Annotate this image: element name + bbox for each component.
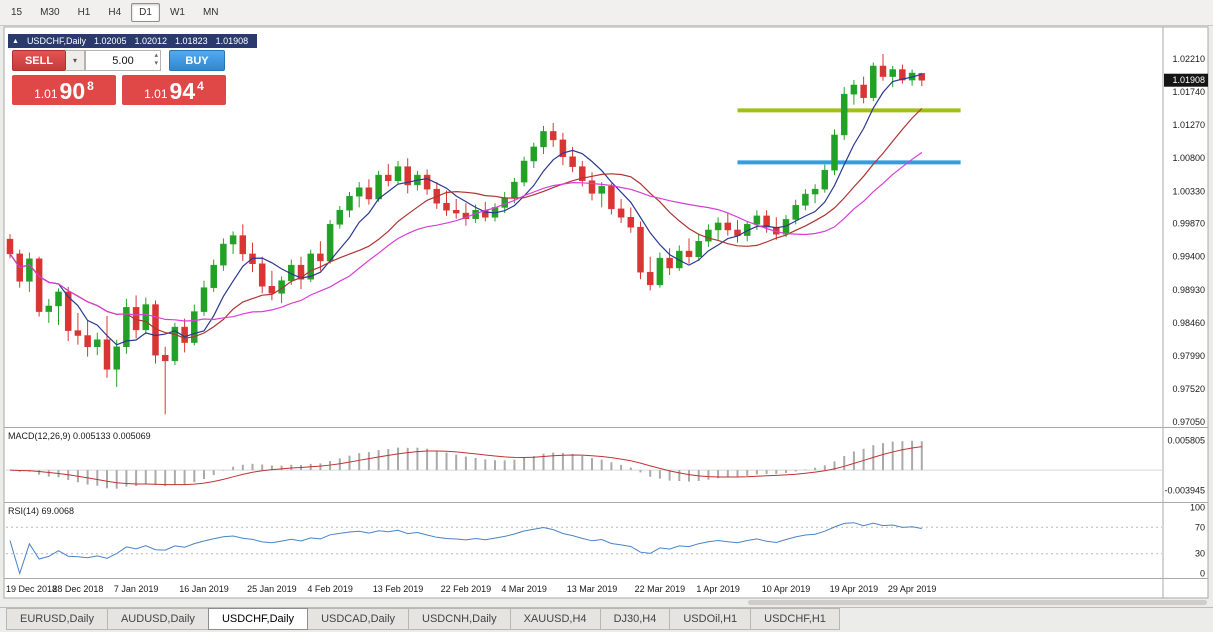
volume-value: 5.00 bbox=[112, 54, 134, 67]
date-axis-label: 22 Feb 2019 bbox=[441, 584, 492, 594]
chevron-down-icon: ▾ bbox=[72, 56, 77, 65]
price-axis-label: 1.01740 bbox=[1172, 87, 1205, 97]
buy-button[interactable]: BUY bbox=[169, 50, 225, 71]
horizontal-line-objects bbox=[737, 108, 961, 165]
price-axis-label: 1.00330 bbox=[1172, 186, 1205, 196]
ohlc-high: 1.02012 bbox=[134, 36, 168, 46]
price-axis-label: 0.97990 bbox=[1172, 351, 1205, 361]
sell-price-pip: 8 bbox=[87, 79, 94, 93]
buy-price-pip: 4 bbox=[197, 79, 204, 93]
volume-dropdown-button[interactable]: ▾ bbox=[66, 50, 85, 71]
rsi-axis-label: 100 bbox=[1190, 503, 1205, 513]
ma-line bbox=[9, 108, 923, 339]
timeframe-button-15[interactable]: 15 bbox=[3, 3, 30, 22]
tab-usdchf-h1[interactable]: USDCHF,H1 bbox=[750, 608, 840, 630]
price-axis[interactable]: 1.02210 1.01740 1.01270 1.00800 1.00330 0.998… bbox=[1164, 54, 1208, 427]
moving-averages-layer bbox=[9, 73, 923, 346]
horizontal-scrollbar[interactable] bbox=[0, 599, 1213, 606]
tab-audusd-daily[interactable]: AUDUSD,Daily bbox=[106, 608, 209, 630]
timeframe-button-h1[interactable]: H1 bbox=[70, 3, 99, 22]
timeframe-button-d1[interactable]: D1 bbox=[131, 3, 160, 22]
ohlc-low: 1.01823 bbox=[175, 36, 208, 46]
price-axis-label: 0.98930 bbox=[1172, 285, 1205, 295]
date-axis-label: 19 Dec 2018 bbox=[6, 584, 57, 594]
tab-dj30-h4[interactable]: DJ30,H4 bbox=[599, 608, 671, 630]
price-axis-label: 1.00800 bbox=[1172, 153, 1205, 163]
chart-background bbox=[3, 26, 1209, 599]
ma-line bbox=[9, 152, 923, 322]
date-axis-label: 19 Apr 2019 bbox=[830, 584, 879, 594]
macd-panel: 0.005805 -0.003945 bbox=[6, 435, 1205, 495]
sell-quote-button[interactable]: 1.01 90 8 bbox=[12, 75, 116, 105]
timeframe-button-w1[interactable]: W1 bbox=[162, 3, 193, 22]
date-axis-label: 25 Jan 2019 bbox=[247, 584, 297, 594]
timeframe-button-h4[interactable]: H4 bbox=[100, 3, 129, 22]
date-axis-label: 10 Apr 2019 bbox=[762, 584, 811, 594]
volume-decrease-button[interactable]: ▾ bbox=[154, 60, 158, 67]
one-click-trading-panel: SELL ▾ 5.00 ▴ ▾ BUY 1.01 90 8 1.01 94 4 bbox=[12, 50, 226, 105]
candlesticks-layer bbox=[6, 54, 926, 415]
price-axis-label: 0.98460 bbox=[1172, 318, 1205, 328]
tab-usdcad-daily[interactable]: USDCAD,Daily bbox=[307, 608, 410, 630]
sell-button[interactable]: SELL bbox=[12, 50, 66, 71]
current-price-value: 1.01908 bbox=[1172, 75, 1205, 85]
date-axis-label: 1 Apr 2019 bbox=[696, 584, 740, 594]
ma-line bbox=[9, 73, 922, 346]
date-axis-label: 4 Mar 2019 bbox=[501, 584, 547, 594]
tab-usdoil-h1[interactable]: USDOil,H1 bbox=[669, 608, 752, 630]
price-axis-label: 0.99870 bbox=[1172, 219, 1205, 229]
macd-axis-label: -0.003945 bbox=[1164, 485, 1205, 495]
macd-axis-label: 0.005805 bbox=[1167, 435, 1205, 445]
timeframe-toolbar: 15 M30 H1 H4 D1 W1 MN bbox=[0, 0, 1213, 26]
ohlc-open: 1.02005 bbox=[93, 36, 127, 46]
tab-usdcnh-daily[interactable]: USDCNH,Daily bbox=[408, 608, 511, 630]
price-axis-label: 1.02210 bbox=[1172, 54, 1205, 64]
tab-eurusd-daily[interactable]: EURUSD,Daily bbox=[6, 608, 108, 630]
date-axis-label: 22 Mar 2019 bbox=[635, 584, 686, 594]
buy-quote-button[interactable]: 1.01 94 4 bbox=[122, 75, 226, 105]
chart-symbol-title: USDCHF,Daily bbox=[26, 36, 86, 46]
date-axis-label: 28 Dec 2018 bbox=[52, 584, 103, 594]
timeframe-button-m30[interactable]: M30 bbox=[32, 3, 67, 22]
price-axis-label: 0.97050 bbox=[1172, 417, 1205, 427]
volume-increase-button[interactable]: ▴ bbox=[154, 52, 158, 59]
date-axis-label: 13 Mar 2019 bbox=[567, 584, 618, 594]
date-axis-label: 29 Apr 2019 bbox=[888, 584, 937, 594]
current-price-tag bbox=[1164, 73, 1208, 87]
ohlc-close: 1.01908 bbox=[215, 36, 249, 46]
rsi-axis-label: 30 bbox=[1195, 549, 1205, 559]
price-axis-label: 0.97520 bbox=[1172, 384, 1205, 394]
volume-input[interactable]: 5.00 ▴ ▾ bbox=[85, 50, 161, 71]
buy-price-main: 94 bbox=[169, 78, 196, 104]
scrollbar-thumb[interactable] bbox=[748, 600, 1207, 605]
rsi-axis-label: 70 bbox=[1195, 522, 1205, 532]
buy-price-prefix: 1.01 bbox=[144, 87, 168, 101]
macd-indicator-label: MACD(12,26,9) 0.005133 0.005069 bbox=[8, 431, 151, 441]
date-axis-label: 13 Feb 2019 bbox=[373, 584, 424, 594]
chart-tabs-bar: EURUSD,Daily AUDUSD,Daily USDCHF,Daily USDC… bbox=[0, 607, 1213, 630]
timeframe-button-mn[interactable]: MN bbox=[195, 3, 227, 22]
date-axis-label: 16 Jan 2019 bbox=[179, 584, 229, 594]
rsi-line bbox=[9, 522, 922, 576]
sell-price-main: 90 bbox=[59, 78, 86, 104]
price-axis-label: 1.01270 bbox=[1172, 120, 1205, 130]
tab-xauusd-h4[interactable]: XAUUSD,H4 bbox=[509, 608, 601, 630]
date-axis-label: 4 Feb 2019 bbox=[307, 584, 353, 594]
volume-spinner: ▴ ▾ bbox=[154, 52, 158, 68]
rsi-indicator-label: RSI(14) 69.0068 bbox=[8, 506, 75, 516]
price-axis-label: 0.99400 bbox=[1172, 252, 1205, 262]
macd-signal-line bbox=[9, 446, 922, 486]
chart-title-bar: ▲ USDCHF,Daily 1.02005 1.02012 1.01823 1… bbox=[8, 34, 258, 48]
collapse-icon[interactable]: ▲ bbox=[12, 37, 19, 45]
sell-price-prefix: 1.01 bbox=[34, 87, 58, 101]
rsi-panel: 100 70 30 0 bbox=[6, 503, 1205, 579]
rsi-axis-label: 0 bbox=[1200, 569, 1205, 579]
date-axis-label: 7 Jan 2019 bbox=[114, 584, 159, 594]
tab-usdchf-daily[interactable]: USDCHF,Daily bbox=[207, 608, 309, 630]
